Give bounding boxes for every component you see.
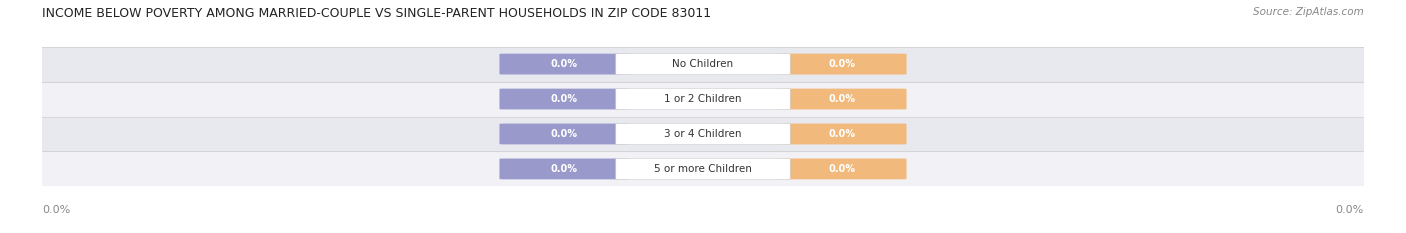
FancyBboxPatch shape [499, 158, 628, 179]
FancyBboxPatch shape [778, 89, 907, 110]
Bar [42, 151, 1364, 186]
Text: INCOME BELOW POVERTY AMONG MARRIED-COUPLE VS SINGLE-PARENT HOUSEHOLDS IN ZIP COD: INCOME BELOW POVERTY AMONG MARRIED-COUPL… [42, 7, 711, 20]
Text: 0.0%: 0.0% [828, 164, 855, 174]
FancyBboxPatch shape [499, 89, 628, 110]
FancyBboxPatch shape [778, 123, 907, 144]
FancyBboxPatch shape [616, 123, 790, 144]
FancyBboxPatch shape [499, 54, 628, 75]
Text: Source: ZipAtlas.com: Source: ZipAtlas.com [1253, 7, 1364, 17]
Text: 0.0%: 0.0% [828, 94, 855, 104]
FancyBboxPatch shape [499, 123, 628, 144]
Text: 0.0%: 0.0% [551, 59, 578, 69]
FancyBboxPatch shape [616, 158, 790, 179]
Bar [42, 82, 1364, 116]
Text: 0.0%: 0.0% [42, 205, 70, 215]
Text: 0.0%: 0.0% [828, 129, 855, 139]
Text: 0.0%: 0.0% [551, 129, 578, 139]
FancyBboxPatch shape [778, 158, 907, 179]
Text: 0.0%: 0.0% [828, 59, 855, 69]
Text: No Children: No Children [672, 59, 734, 69]
Text: 3 or 4 Children: 3 or 4 Children [664, 129, 742, 139]
Bar [42, 47, 1364, 82]
FancyBboxPatch shape [616, 54, 790, 75]
Text: 5 or more Children: 5 or more Children [654, 164, 752, 174]
Bar [42, 116, 1364, 151]
Text: 0.0%: 0.0% [551, 164, 578, 174]
FancyBboxPatch shape [778, 54, 907, 75]
FancyBboxPatch shape [616, 89, 790, 110]
Text: 0.0%: 0.0% [1336, 205, 1364, 215]
Text: 0.0%: 0.0% [551, 94, 578, 104]
Text: 1 or 2 Children: 1 or 2 Children [664, 94, 742, 104]
